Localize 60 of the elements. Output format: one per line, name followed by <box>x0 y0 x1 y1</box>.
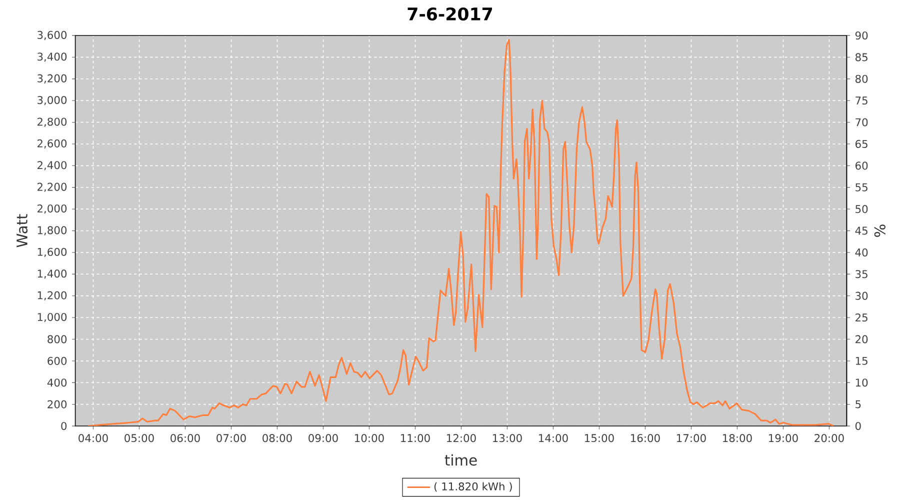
chart-title: 7-6-2017 <box>408 7 492 21</box>
y-tick-label: 1,800 <box>38 226 67 236</box>
y2-tick-label: 0 <box>855 422 861 430</box>
y-tick-label: 1,200 <box>38 291 67 300</box>
x-tick-label: 13:00 <box>493 434 522 442</box>
y-tick-label: 0 <box>61 422 67 430</box>
x-tick-label: 17:00 <box>677 434 706 442</box>
y2-tick-label: 45 <box>855 226 868 235</box>
y2-tick-label: 85 <box>855 53 868 62</box>
y2-tick-label: 75 <box>856 96 868 105</box>
y-tick-label: 3,600 <box>38 30 67 40</box>
x-tick-label: 10:00 <box>355 434 384 442</box>
y-tick-label: 2,000 <box>37 204 67 214</box>
x-tick-label: 20:00 <box>814 434 844 442</box>
y-tick-label: 400 <box>47 378 67 387</box>
x-tick-label: 15:00 <box>585 434 614 442</box>
x-tick-label: 07:00 <box>216 434 246 442</box>
y2-tick-label: 15 <box>856 356 868 365</box>
x-tick-label: 18:00 <box>723 434 752 442</box>
x-tick-label: 14:00 <box>539 434 568 442</box>
y2-tick-label: 65 <box>856 140 868 148</box>
y2-tick-label: 35 <box>856 270 868 278</box>
y2-tick-label: 20 <box>856 335 868 344</box>
y2-tick-label: 40 <box>855 248 868 256</box>
y-tick-label: 1,600 <box>38 248 67 258</box>
y2-tick-label: 70 <box>856 118 868 126</box>
y2-tick-label: 5 <box>856 400 861 408</box>
y-tick-label: 2,400 <box>37 161 67 170</box>
x-axis-title: time <box>444 454 477 466</box>
y-tick-label: 2,600 <box>37 139 67 149</box>
y2-tick-label: 55 <box>856 183 868 192</box>
x-tick-label: 05:00 <box>124 434 154 442</box>
y2-tick-label: 50 <box>856 205 868 214</box>
y2-tick-label: 90 <box>855 31 868 40</box>
y2-tick-label: 80 <box>855 74 868 83</box>
y-tick-label: 3,000 <box>38 96 67 106</box>
y2-axis-title: % <box>874 224 886 237</box>
x-tick-label: 12:00 <box>447 434 476 442</box>
y-axis-title: Watt <box>16 214 28 248</box>
y2-tick-label: 25 <box>856 313 868 322</box>
x-tick-label: 09:00 <box>308 434 338 442</box>
y-tick-label: 800 <box>48 335 67 344</box>
x-tick-label: 11:00 <box>401 434 430 442</box>
y-tick-label: 2,800 <box>37 118 67 127</box>
x-tick-label: 04:00 <box>78 434 108 442</box>
y2-tick-label: 30 <box>856 292 868 300</box>
x-tick-label: 16:00 <box>631 434 660 442</box>
y2-tick-label: 60 <box>856 162 868 170</box>
x-tick-label: 06:00 <box>170 434 200 442</box>
y2-tick-label: 10 <box>856 378 868 387</box>
y-tick-label: 3,400 <box>38 52 67 62</box>
y-tick-label: 2,200 <box>37 182 67 192</box>
y-tick-label: 1,400 <box>38 270 67 279</box>
y-tick-label: 200 <box>48 400 67 408</box>
y-tick-label: 1,000 <box>38 312 67 322</box>
x-tick-label: 19:00 <box>769 434 798 442</box>
y-tick-label: 3,200 <box>38 74 67 84</box>
x-tick-label: 08:00 <box>262 434 292 442</box>
legend-label: ( 11.820 kWh ) <box>434 482 512 492</box>
y-tick-label: 600 <box>48 356 67 365</box>
